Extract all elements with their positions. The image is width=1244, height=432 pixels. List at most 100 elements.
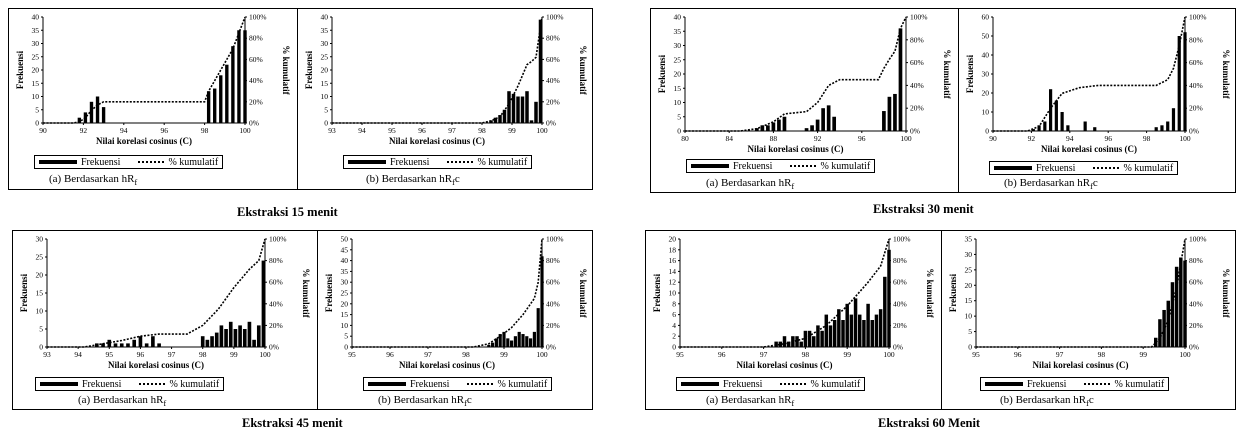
- bar: [857, 314, 862, 347]
- y-tick-label: 0: [672, 343, 676, 352]
- bar: [498, 334, 502, 347]
- y-tick-label: 30: [982, 70, 990, 79]
- bar: [256, 325, 261, 347]
- y2-tick-label: 60%: [1189, 278, 1203, 287]
- y2-tick-label: 20%: [546, 97, 560, 106]
- y-tick-label: 25: [965, 265, 973, 274]
- y-tick-label: 15: [321, 79, 329, 88]
- y-tick-label: 8: [672, 299, 676, 308]
- y2-tick-label: 80%: [269, 256, 283, 265]
- x-tick-label: 96: [418, 126, 426, 135]
- legend-line-swatch: [1093, 167, 1120, 169]
- bar: [898, 28, 903, 131]
- y-tick-label: 30: [674, 41, 682, 50]
- bar: [815, 119, 820, 131]
- y-tick-label: 35: [321, 26, 329, 35]
- bar: [213, 88, 217, 123]
- x-tick-label: 100: [239, 126, 251, 135]
- y-tick-label: 0: [35, 119, 39, 128]
- x-axis-title: Nilai korelasi cosinus (C): [1032, 360, 1128, 370]
- y-tick-label: 0: [344, 343, 348, 352]
- bar: [95, 96, 100, 123]
- chart-panel-30b: 0 10 20 30 40 50 60 0% 20% 40% 60% 80% 100% 90 92 94 96 9…: [959, 9, 1237, 194]
- bar: [521, 334, 525, 347]
- bar: [766, 125, 770, 131]
- y2-tick-label: 40%: [910, 81, 924, 90]
- legend: Frekuensi % kumulatif: [989, 161, 1179, 175]
- y2-axis-title: % kumulatif: [925, 268, 935, 318]
- legend: Frekuensi % kumulatif: [980, 377, 1170, 391]
- bar: [1153, 337, 1158, 347]
- y-tick-label: 25: [341, 289, 349, 298]
- x-tick-label: 95: [676, 350, 684, 359]
- bar: [238, 325, 242, 347]
- x-tick-label: 98: [199, 350, 207, 359]
- y-tick-label: 12: [669, 278, 677, 287]
- y-tick-label: 0: [39, 343, 43, 352]
- bar: [832, 116, 837, 131]
- y2-axis-title: % kumulatif: [578, 268, 588, 318]
- y2-tick-label: 100%: [1189, 235, 1207, 244]
- chart-panel-60b: 0 5 10 15 20 25 30 35 0% 20% 40% 60% 80% 100% 95 96 97 98…: [942, 231, 1237, 411]
- bar: [252, 339, 256, 347]
- y-tick-label: 35: [674, 27, 682, 36]
- y2-axis-title: % kumulatif: [281, 45, 291, 95]
- bar: [1083, 121, 1087, 131]
- legend-bar-swatch: [681, 382, 719, 386]
- panel-divider: [958, 9, 959, 192]
- section-title-15: Ekstraksi 15 menit: [237, 205, 338, 219]
- legend-bar-swatch: [348, 160, 386, 164]
- bar: [1031, 129, 1035, 131]
- cumulative-line: [332, 16, 543, 124]
- chart-svg: 0 5 10 15 20 25 30 35 40 0% 20% 40% 60% 80% 100% 90 92 94…: [15, 13, 291, 147]
- section-title-60: Ekstraksi 60 Menit: [878, 416, 981, 430]
- y-tick-label: 40: [321, 13, 329, 22]
- bar: [113, 343, 118, 347]
- y2-tick-label: 0%: [1189, 343, 1199, 352]
- bar: [882, 111, 886, 131]
- y-tick-label: 30: [341, 278, 349, 287]
- bar: [771, 122, 776, 131]
- bar: [101, 343, 105, 347]
- x-tick-label: 97: [760, 350, 768, 359]
- x-tick-label: 98: [462, 350, 470, 359]
- bar: [532, 331, 536, 347]
- bar: [1060, 112, 1064, 131]
- legend: Frekuensi % kumulatif: [34, 155, 224, 169]
- legend: Frekuensi % kumulatif: [676, 377, 866, 391]
- legend-bar-swatch: [985, 382, 1023, 386]
- group-30-menit: 0 5 10 15 20 25 30 35 40 0% 20% 40% 60% 80% 100% 80 84 88…: [650, 8, 1236, 193]
- bar: [1183, 260, 1187, 347]
- y2-tick-label: 40%: [546, 76, 560, 85]
- y-tick-label: 35: [32, 26, 40, 35]
- y2-tick-label: 60%: [910, 58, 924, 67]
- y-tick-label: 20: [32, 66, 40, 75]
- bar: [525, 91, 529, 123]
- legend: Frekuensi % kumulatif: [686, 159, 876, 173]
- y-tick-label: 18: [669, 245, 677, 254]
- y2-tick-label: 20%: [546, 321, 560, 330]
- bar: [862, 320, 866, 347]
- y2-tick-label: 80%: [1189, 35, 1203, 44]
- bar: [832, 320, 837, 347]
- y2-tick-label: 0%: [249, 119, 259, 128]
- x-tick-label: 99: [500, 350, 508, 359]
- x-tick-label: 96: [1104, 134, 1112, 143]
- legend-line-swatch: [447, 161, 474, 163]
- bar: [502, 109, 507, 123]
- chart-panel-45b: 0 5 10 15 20 25 30 35 40 45 50 0% 20% 40% 60% 80% 100% 95…: [318, 231, 594, 411]
- y2-tick-label: 20%: [1189, 104, 1203, 113]
- y2-tick-label: 80%: [893, 256, 907, 265]
- bar: [826, 105, 831, 131]
- y-tick-label: 5: [324, 105, 328, 114]
- y-tick-label: 0: [968, 343, 972, 352]
- x-tick-label: 90: [989, 134, 997, 143]
- legend-line-swatch: [790, 165, 817, 167]
- bar: [513, 336, 517, 347]
- legend-bar-label: Frekuensi: [723, 378, 763, 390]
- y-tick-label: 6: [672, 310, 676, 319]
- y-tick-label: 10: [321, 92, 329, 101]
- panel-caption: (a) Berdasarkan hRf: [706, 177, 795, 192]
- y2-axis-title: % kumulatif: [1221, 49, 1231, 99]
